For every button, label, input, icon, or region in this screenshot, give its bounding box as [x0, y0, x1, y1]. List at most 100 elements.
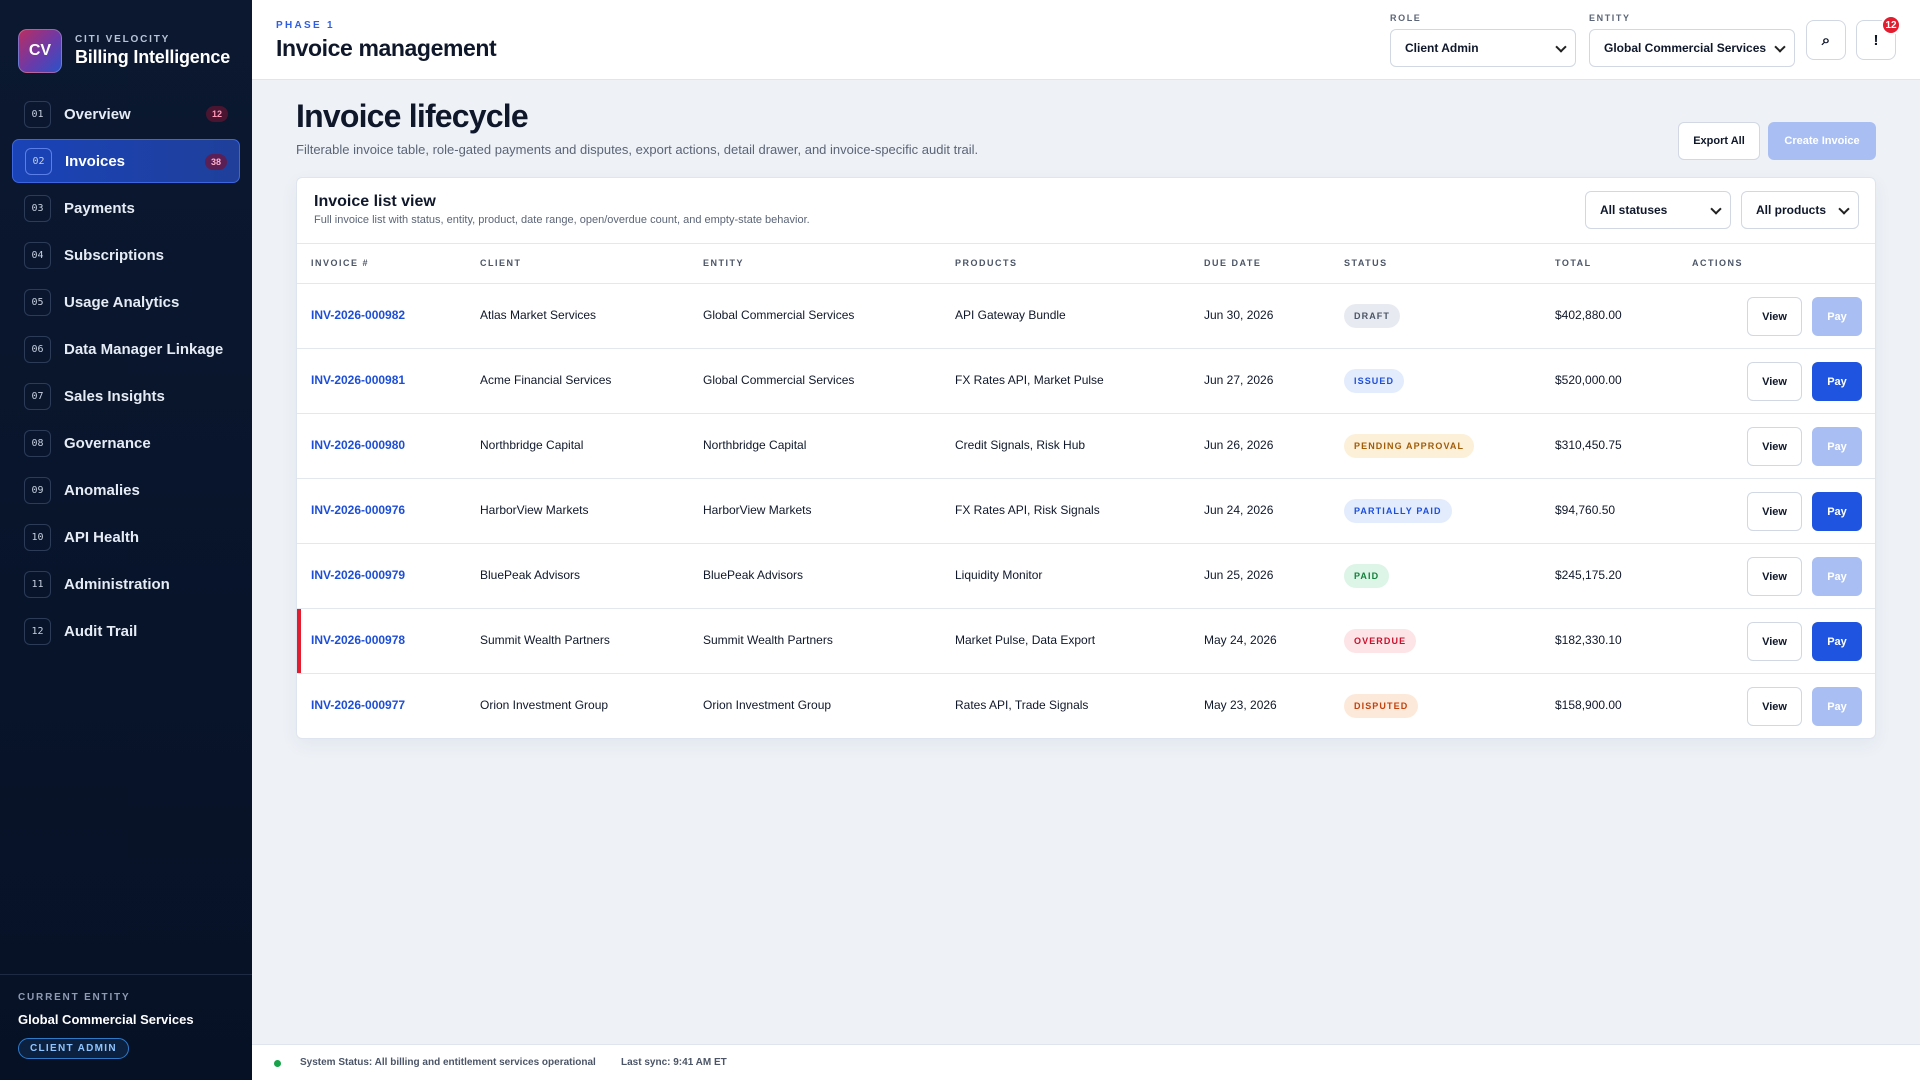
role-select[interactable]: Client Admin [1390, 29, 1576, 67]
client-cell: HarborView Markets [480, 503, 589, 517]
entity-select-value: Global Commercial Services [1604, 41, 1767, 55]
sidebar-item-administration[interactable]: 11 Administration [12, 562, 240, 606]
sidebar-item-governance[interactable]: 08 Governance [12, 421, 240, 465]
view-button[interactable]: View [1747, 492, 1802, 531]
invoice-number-link[interactable]: INV-2026-000980 [311, 438, 406, 452]
nav-item-number: 12 [24, 617, 51, 645]
sidebar-item-api-health[interactable]: 10 API Health [12, 515, 240, 559]
invoice-number-link[interactable]: INV-2026-000981 [311, 373, 406, 387]
entity-cell: Orion Investment Group [703, 698, 832, 712]
status-filter-select[interactable]: All statuses [1585, 191, 1731, 229]
pay-button[interactable]: Pay [1812, 427, 1862, 466]
chevron-down-icon [1774, 41, 1786, 53]
nav-item-label: Administration [64, 575, 170, 593]
status-bar: System Status: All billing and entitleme… [252, 1044, 1920, 1080]
column-header-status: STATUS [1344, 258, 1388, 268]
current-entity-panel: CURRENT ENTITY Global Commercial Service… [0, 974, 252, 1080]
nav-item-label: Data Manager Linkage [64, 340, 224, 358]
current-entity-name: Global Commercial Services [18, 1012, 194, 1027]
sidebar-item-usage-analytics[interactable]: 05 Usage Analytics [12, 280, 240, 324]
table-row: INV-2026-000980 Northbridge Capital Northb… [297, 414, 1875, 479]
invoice-number-link[interactable]: INV-2026-000979 [311, 568, 406, 582]
sidebar-item-audit-trail[interactable]: 12 Audit Trail [12, 609, 240, 653]
brand-logo[interactable]: CV [18, 28, 62, 73]
notifications-button[interactable]: ! 12 [1856, 15, 1901, 60]
view-button[interactable]: View [1747, 622, 1802, 661]
last-sync-text: Last sync: 9:41 AM ET [621, 1057, 727, 1068]
pay-button[interactable]: Pay [1812, 362, 1862, 401]
sidebar-item-overview[interactable]: 01 Overview 12 [12, 92, 240, 136]
entity-cell: BluePeak Advisors [703, 568, 804, 582]
column-header-client: CLIENT [480, 258, 522, 268]
due-date-cell: Jun 27, 2026 [1204, 373, 1274, 387]
products-cell: Market Pulse, Data Export [955, 633, 1096, 647]
status-badge: PARTIALLY PAID [1344, 499, 1452, 523]
nav-item-number: 02 [25, 147, 52, 175]
table-row: INV-2026-000981 Acme Financial Services Gl… [297, 349, 1875, 414]
product-filter-select[interactable]: All products [1741, 191, 1859, 229]
role-field: ROLE Client Admin [1390, 13, 1576, 67]
nav-item-label: API Health [64, 528, 140, 546]
status-badge: DRAFT [1344, 304, 1400, 328]
invoice-list-card: Invoice list view Full invoice list with… [296, 177, 1876, 739]
column-header-products: PRODUCTS [955, 258, 1018, 268]
nav-item-number: 07 [24, 382, 51, 410]
pay-button[interactable]: Pay [1812, 622, 1862, 661]
view-button[interactable]: View [1747, 362, 1802, 401]
sidebar: CV CITI VELOCITY Billing Intelligence 01… [0, 0, 252, 1080]
card-header: Invoice list view Full invoice list with… [297, 178, 1875, 244]
client-cell: BluePeak Advisors [480, 568, 581, 582]
search-button[interactable]: ⌕ [1806, 20, 1846, 60]
total-cell: $402,880.00 [1555, 308, 1622, 322]
status-indicator-icon [274, 1060, 281, 1067]
notification-count-badge: 12 [1881, 15, 1901, 35]
pay-button[interactable]: Pay [1812, 297, 1862, 336]
nav-item-number: 04 [24, 241, 51, 269]
products-cell: Liquidity Monitor [955, 568, 1043, 582]
sidebar-item-data-manager-linkage[interactable]: 06 Data Manager Linkage [12, 327, 240, 371]
view-button[interactable]: View [1747, 557, 1802, 596]
client-cell: Acme Financial Services [480, 373, 612, 387]
sidebar-item-sales-insights[interactable]: 07 Sales Insights [12, 374, 240, 418]
view-button[interactable]: View [1747, 427, 1802, 466]
client-cell: Orion Investment Group [480, 698, 609, 712]
invoice-number-link[interactable]: INV-2026-000977 [311, 698, 406, 712]
sidebar-item-payments[interactable]: 03 Payments [12, 186, 240, 230]
create-invoice-button[interactable]: Create Invoice [1768, 122, 1876, 160]
invoice-number-link[interactable]: INV-2026-000978 [311, 633, 406, 647]
brand: CV CITI VELOCITY Billing Intelligence [0, 0, 252, 78]
sidebar-item-invoices[interactable]: 02 Invoices 38 [12, 139, 240, 183]
nav-item-number: 11 [24, 570, 51, 598]
products-cell: Credit Signals, Risk Hub [955, 438, 1086, 452]
view-button[interactable]: View [1747, 687, 1802, 726]
due-date-cell: Jun 24, 2026 [1204, 503, 1274, 517]
page-title: Invoice lifecycle [296, 98, 529, 134]
invoice-number-link[interactable]: INV-2026-000982 [311, 308, 406, 322]
total-cell: $94,760.50 [1555, 503, 1616, 517]
role-label: ROLE [1390, 13, 1422, 23]
sidebar-item-subscriptions[interactable]: 04 Subscriptions [12, 233, 240, 277]
invoice-number-link[interactable]: INV-2026-000976 [311, 503, 406, 517]
client-cell: Atlas Market Services [480, 308, 597, 322]
chevron-down-icon [1838, 203, 1850, 215]
export-all-button[interactable]: Export All [1678, 122, 1760, 160]
pay-button[interactable]: Pay [1812, 492, 1862, 531]
search-icon: ⌕ [1821, 31, 1831, 49]
column-header-total: TOTAL [1555, 258, 1592, 268]
nav-count-badge: 12 [206, 106, 228, 122]
pay-button[interactable]: Pay [1812, 557, 1862, 596]
pay-button[interactable]: Pay [1812, 687, 1862, 726]
card-title: Invoice list view [314, 193, 436, 210]
entity-cell: Summit Wealth Partners [703, 633, 833, 647]
view-button[interactable]: View [1747, 297, 1802, 336]
due-date-cell: May 23, 2026 [1204, 698, 1277, 712]
table-header: INVOICE # CLIENT ENTITY PRODUCTS DUE DATE STA… [297, 244, 1875, 284]
nav-item-label: Audit Trail [64, 622, 138, 640]
sidebar-item-anomalies[interactable]: 09 Anomalies [12, 468, 240, 512]
entity-select[interactable]: Global Commercial Services [1589, 29, 1795, 67]
status-filter-value: All statuses [1600, 203, 1668, 217]
total-cell: $158,900.00 [1555, 698, 1622, 712]
current-entity-label: CURRENT ENTITY [18, 992, 131, 1003]
nav-item-label: Anomalies [64, 481, 140, 499]
total-cell: $245,175.20 [1555, 568, 1622, 582]
